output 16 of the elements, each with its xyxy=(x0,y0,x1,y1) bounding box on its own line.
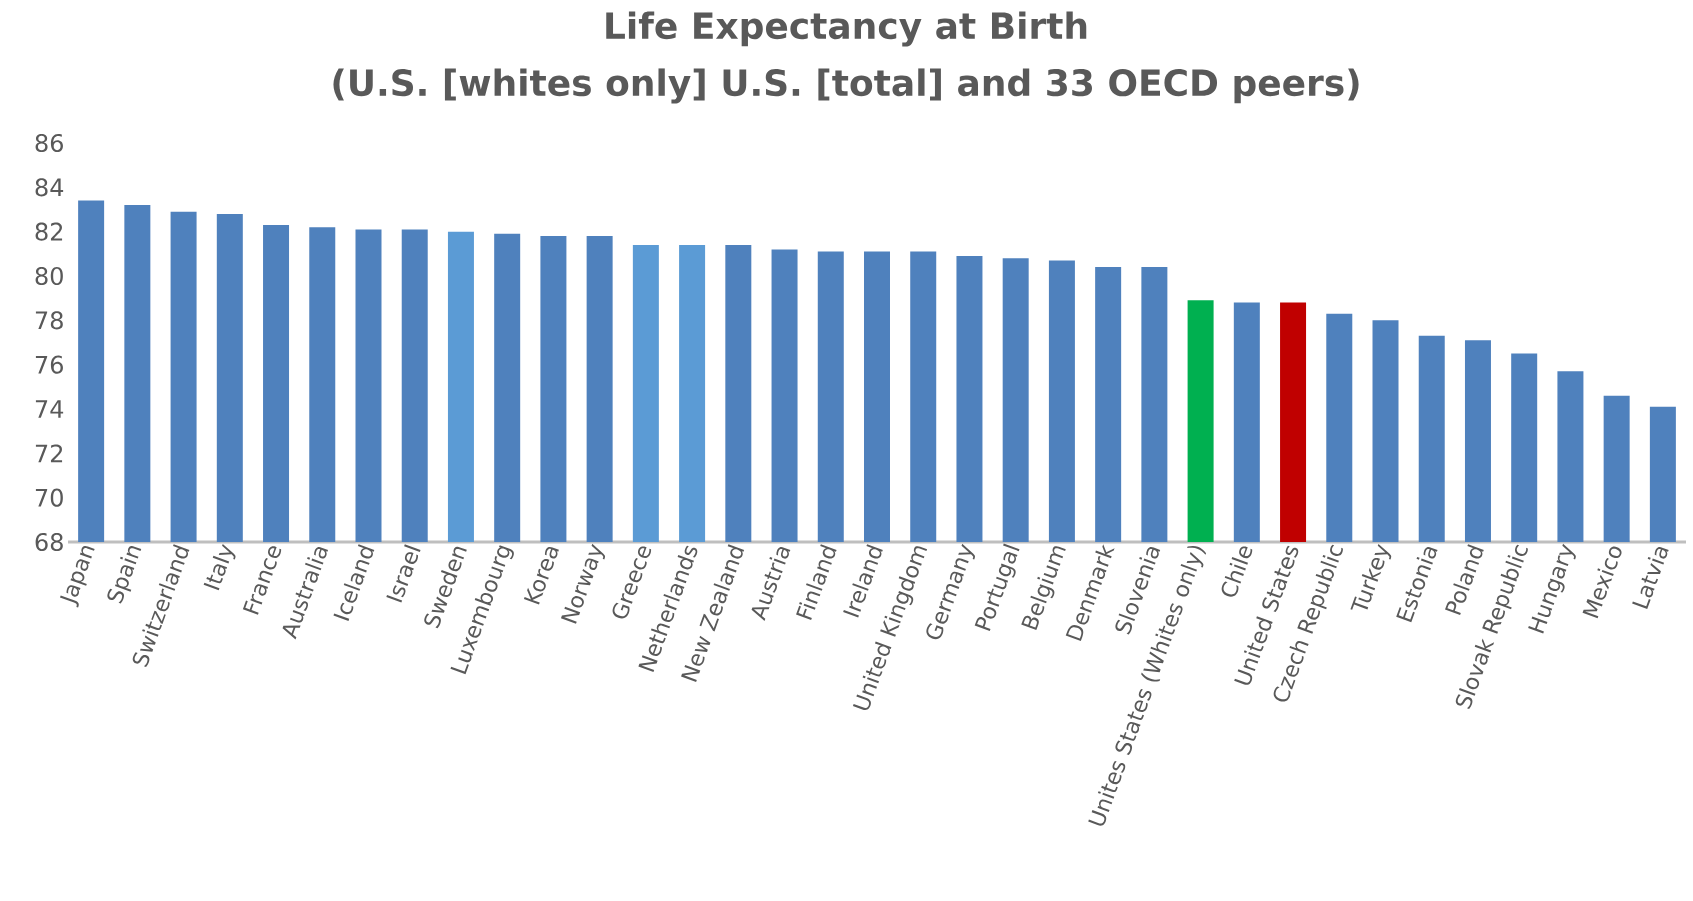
y-tick-label: 78 xyxy=(35,311,63,330)
x-tick-label: Israel xyxy=(386,544,421,603)
x-tick-label: Chile xyxy=(1221,546,1253,597)
y-tick-label: 74 xyxy=(35,400,64,418)
y-tick-label: 86 xyxy=(35,133,63,153)
y-tick-label: 72 xyxy=(35,444,63,463)
y-tick-label: 80 xyxy=(35,266,63,286)
y-tick-label: 84 xyxy=(35,178,64,197)
y-tick-label: 82 xyxy=(35,222,63,241)
chart-title: Life Expectancy at Birth xyxy=(606,11,1087,47)
y-tick-label: 76 xyxy=(35,355,63,374)
x-tick-label: Latvia xyxy=(1632,547,1669,610)
y-tick-label: 70 xyxy=(35,488,63,507)
x-tick-label: Korea xyxy=(523,546,559,605)
x-tick-label: Italy xyxy=(203,543,236,591)
chart-subtitle: (U.S. [whites only] U.S. [total] and 33 OECD peers) xyxy=(333,68,1359,104)
